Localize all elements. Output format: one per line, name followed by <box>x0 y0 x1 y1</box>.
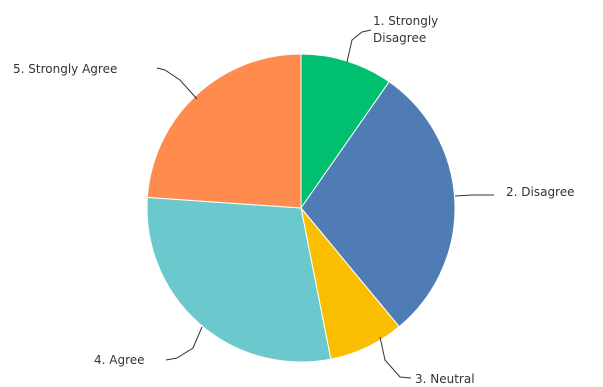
slice-label: 1. Strongly Disagree <box>373 14 438 45</box>
slice-labels: 1. Strongly Disagree 2. Disagree 3. Neutral… <box>13 14 575 386</box>
slice-label: 4. Agree <box>94 353 145 367</box>
pie-slice <box>146 53 302 209</box>
pie-slice <box>146 196 332 363</box>
pie-slice <box>300 81 456 328</box>
slice-label: 2. Disagree <box>506 185 575 199</box>
pie-slices <box>146 53 456 363</box>
leader-line <box>156 67 198 100</box>
slice-label: 3. Neutral <box>415 372 475 386</box>
leader-lines <box>156 29 494 379</box>
leader-line <box>454 194 494 197</box>
slice-label: 5. Strongly Agree <box>13 62 117 76</box>
leader-line <box>165 326 203 361</box>
leader-line <box>379 336 412 379</box>
leader-line <box>346 29 372 63</box>
